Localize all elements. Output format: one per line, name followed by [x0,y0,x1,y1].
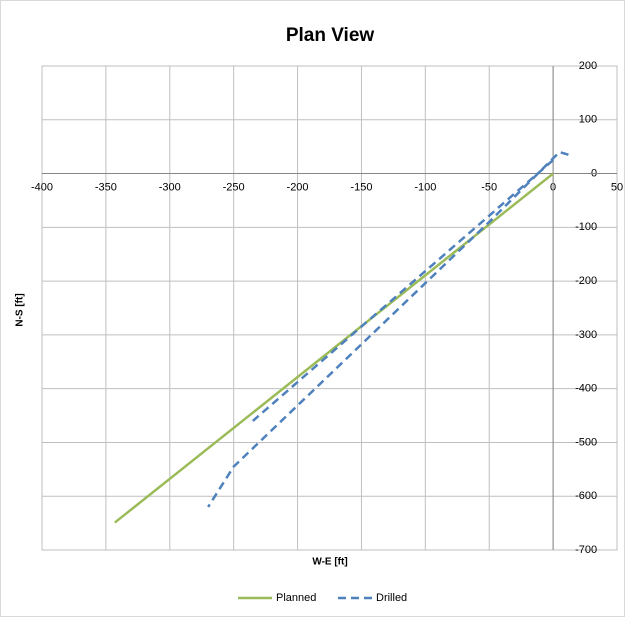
y-axis-title: N-S [ft] [15,293,26,326]
x-tick-label: -400 [31,181,53,193]
x-axis-title: W-E [ft] [312,557,347,568]
y-tick-label: 200 [579,60,597,72]
x-tick-label: -250 [223,181,245,193]
x-tick-label: -300 [159,181,181,193]
x-tick-label: -150 [350,181,372,193]
x-tick-label: 50 [611,181,623,193]
legend-label: Drilled [376,592,407,604]
y-tick-label: 100 [579,114,597,126]
x-tick-label: -350 [95,181,117,193]
y-tick-label: -100 [575,221,597,233]
y-tick-label: -400 [575,383,597,395]
x-tick-label: -50 [481,181,497,193]
y-tick-label: -700 [575,544,597,556]
series-line [207,150,569,508]
legend-label: Planned [276,592,316,604]
y-tick-label: -300 [575,329,597,341]
y-tick-label: -200 [575,275,597,287]
y-tick-label: -500 [575,436,597,448]
x-tick-label: -100 [414,181,436,193]
x-tick-label: -200 [287,181,309,193]
chart-title: Plan View [286,25,375,46]
y-tick-label: -600 [575,490,597,502]
